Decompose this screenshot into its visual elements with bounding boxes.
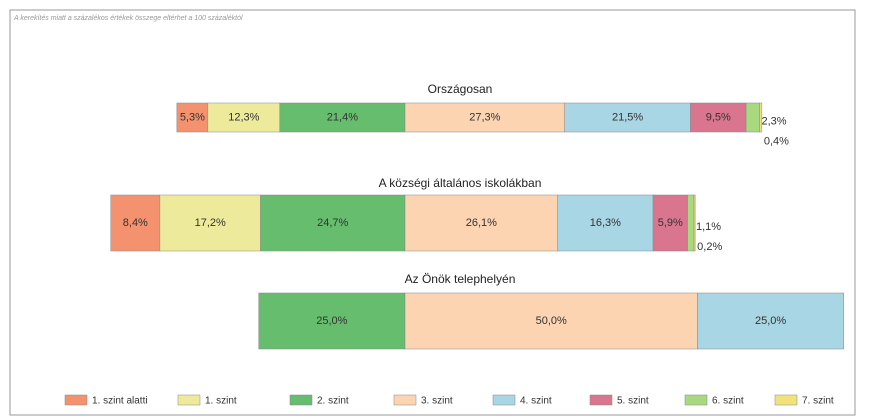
- value-label: 5,3%: [180, 111, 205, 123]
- value-label: 5,9%: [658, 217, 683, 229]
- value-label: 25,0%: [755, 315, 786, 327]
- legend-swatch: [492, 394, 516, 406]
- bar-segment: [693, 194, 696, 252]
- bar-segment: [159, 194, 261, 252]
- value-label: 1,1%: [696, 221, 721, 233]
- bar-segment: [404, 292, 698, 350]
- legend-swatch: [589, 394, 613, 406]
- value-label: 0,2%: [697, 241, 722, 253]
- bar-segment: [697, 292, 844, 350]
- legend-label: 1. szint alatti: [92, 396, 148, 407]
- value-label: 24,7%: [317, 217, 348, 229]
- bar-segment: [176, 102, 209, 133]
- legend-swatch: [289, 394, 313, 406]
- value-label: 16,3%: [590, 217, 621, 229]
- legend-label: 1. szint: [205, 396, 237, 407]
- legend-label: 6. szint: [712, 396, 744, 407]
- legend-label: 4. szint: [520, 396, 552, 407]
- legend-label: 3. szint: [421, 396, 453, 407]
- note: A kerekítés miatt a százalékos értékek ö…: [13, 15, 243, 22]
- legend-swatch: [774, 394, 798, 406]
- value-label: 9,5%: [706, 111, 731, 123]
- legend-label: 5. szint: [617, 396, 649, 407]
- bar-segment: [687, 194, 695, 252]
- value-label: 12,3%: [228, 111, 259, 123]
- legend-label: 2. szint: [317, 396, 349, 407]
- value-label: 21,4%: [327, 111, 358, 123]
- bar-title: Országosan: [428, 82, 493, 96]
- bar-segment: [258, 292, 406, 350]
- bar-segment: [260, 194, 406, 252]
- value-label: 50,0%: [536, 315, 567, 327]
- bar-segment: [745, 102, 760, 133]
- bar-segment: [557, 194, 654, 252]
- bar-segment: [759, 102, 763, 133]
- bar-segment: [564, 102, 691, 133]
- value-label: 2,3%: [762, 115, 787, 127]
- bar-segment: [279, 102, 406, 133]
- bar-segment: [652, 194, 688, 252]
- legend-label: 7. szint: [802, 396, 834, 407]
- bar-segment: [207, 102, 281, 133]
- value-label: 0,4%: [764, 135, 789, 147]
- bar-title: Az Önök telephelyén: [405, 272, 516, 286]
- value-label: 21,5%: [612, 111, 643, 123]
- value-label: 25,0%: [316, 315, 347, 327]
- legend-swatch: [684, 394, 708, 406]
- bar-segment: [110, 194, 161, 252]
- bar-segment: [690, 102, 747, 133]
- value-label: 27,3%: [469, 111, 500, 123]
- legend-swatch: [64, 394, 88, 406]
- value-label: 26,1%: [466, 217, 497, 229]
- value-label: 17,2%: [195, 217, 226, 229]
- bar-segment: [404, 102, 565, 133]
- bar-title: A községi általános iskolákban: [379, 176, 542, 190]
- legend-swatch: [393, 394, 417, 406]
- value-label: 8,4%: [123, 217, 148, 229]
- legend-swatch: [177, 394, 201, 406]
